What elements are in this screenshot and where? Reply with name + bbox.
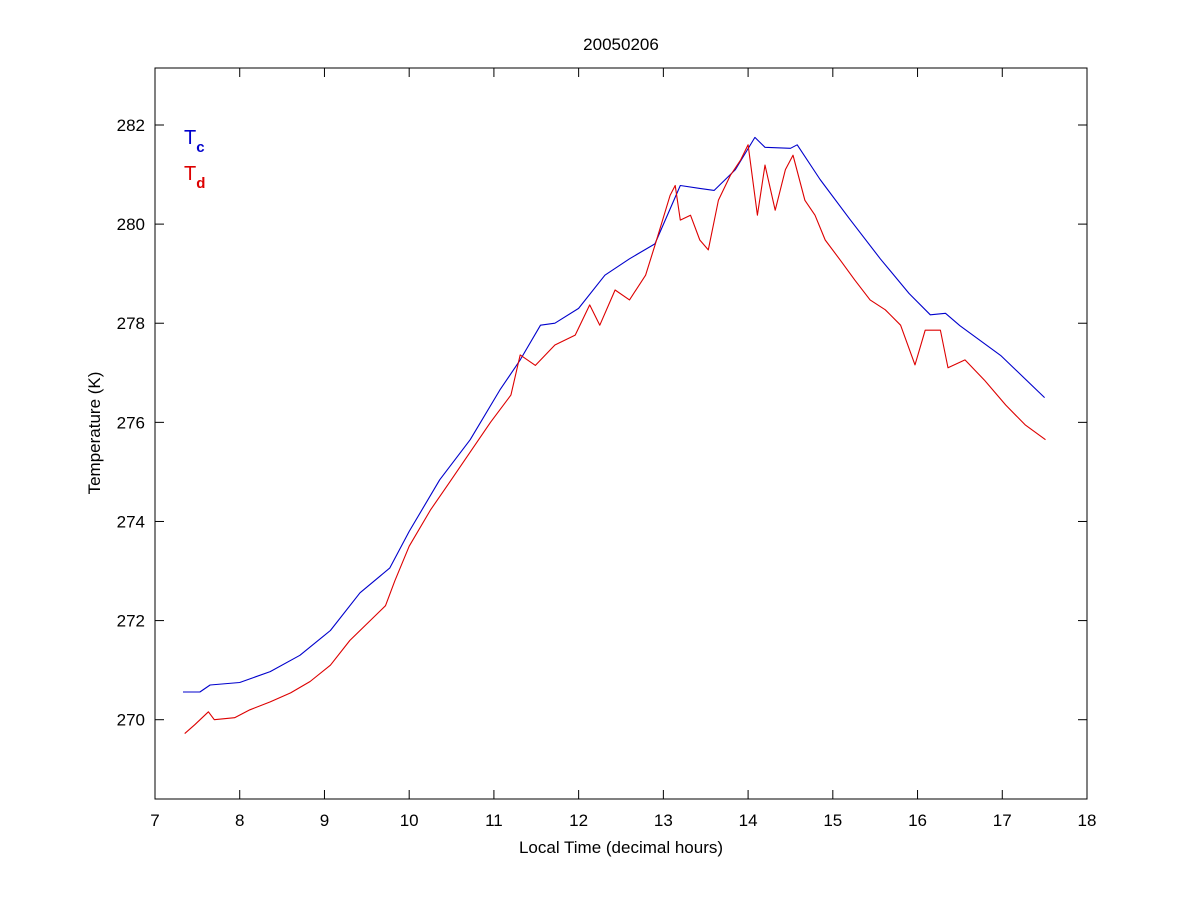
legend-td-base: T bbox=[184, 163, 196, 185]
x-tick-label: 7 bbox=[150, 811, 159, 830]
y-tick-label: 272 bbox=[117, 612, 145, 631]
legend-tc-subscript: c bbox=[196, 139, 204, 156]
x-tick-label: 14 bbox=[739, 811, 758, 830]
x-tick-label: 8 bbox=[235, 811, 244, 830]
x-tick-label: 12 bbox=[569, 811, 588, 830]
plot-area bbox=[154, 67, 1088, 800]
series-line-tc bbox=[183, 136, 1045, 693]
x-tick-label: 16 bbox=[908, 811, 927, 830]
x-tick-label: 11 bbox=[485, 811, 503, 830]
x-tick-label: 18 bbox=[1078, 811, 1097, 830]
chart-title: 20050206 bbox=[583, 35, 659, 54]
legend-entry-tc: Tc bbox=[184, 127, 205, 156]
y-tick-label: 278 bbox=[117, 314, 145, 333]
x-tick-label: 9 bbox=[320, 811, 329, 830]
x-tick-label: 15 bbox=[823, 811, 842, 830]
x-tick-label: 13 bbox=[654, 811, 673, 830]
legend: Tc Td bbox=[184, 127, 205, 192]
y-tick-label: 270 bbox=[117, 711, 145, 730]
legend-tc-base: T bbox=[184, 127, 196, 149]
y-tick-label: 276 bbox=[117, 413, 145, 432]
axis-ticks: 7 8 9 10 11 12 13 14 15 16 17 18 270 272 274 276 278 280 2… bbox=[117, 68, 1097, 830]
y-axis-label: Temperature (K) bbox=[85, 372, 104, 495]
x-tick-label: 10 bbox=[400, 811, 419, 830]
x-axis-label: Local Time (decimal hours) bbox=[519, 838, 723, 857]
legend-entry-td: Td bbox=[184, 163, 205, 192]
legend-td-subscript: d bbox=[196, 175, 205, 192]
series-line-td bbox=[184, 144, 1046, 735]
x-tick-label: 17 bbox=[993, 811, 1012, 830]
series-lines bbox=[183, 136, 1046, 735]
y-tick-label: 274 bbox=[117, 512, 145, 531]
y-tick-label: 282 bbox=[117, 116, 145, 135]
y-tick-label: 280 bbox=[117, 215, 145, 234]
